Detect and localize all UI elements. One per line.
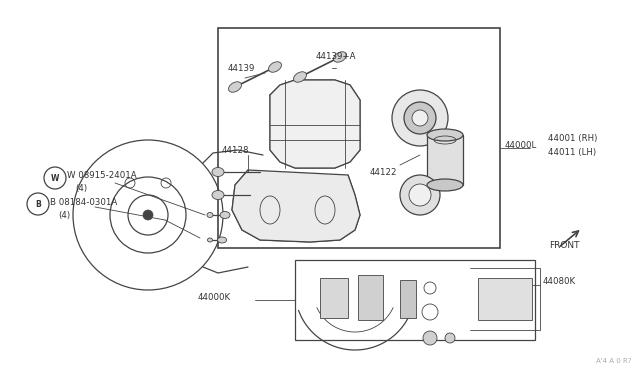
- Text: 44139: 44139: [228, 64, 255, 73]
- Ellipse shape: [220, 212, 230, 218]
- Bar: [218, 28, 500, 248]
- Bar: [400, 280, 416, 318]
- Text: 44122: 44122: [370, 167, 397, 176]
- Ellipse shape: [333, 52, 346, 62]
- Text: 44128: 44128: [222, 145, 250, 154]
- Text: 44000K: 44000K: [198, 292, 231, 301]
- Text: (4): (4): [75, 183, 87, 192]
- Text: A'4 A 0 R?: A'4 A 0 R?: [596, 358, 632, 364]
- Text: (4): (4): [58, 211, 70, 219]
- Circle shape: [404, 102, 436, 134]
- Ellipse shape: [269, 62, 282, 72]
- Text: 44000L: 44000L: [505, 141, 537, 150]
- Text: 44011 (LH): 44011 (LH): [548, 148, 596, 157]
- Circle shape: [400, 175, 440, 215]
- Circle shape: [143, 210, 153, 220]
- Circle shape: [445, 333, 455, 343]
- Text: B 08184-0301A: B 08184-0301A: [50, 198, 117, 206]
- Circle shape: [392, 90, 448, 146]
- Ellipse shape: [207, 212, 213, 218]
- Text: B: B: [35, 199, 41, 208]
- Text: 44080K: 44080K: [543, 278, 576, 286]
- Text: 44139+A: 44139+A: [316, 51, 356, 61]
- Text: W: W: [51, 173, 59, 183]
- Circle shape: [409, 184, 431, 206]
- Ellipse shape: [294, 72, 307, 82]
- Bar: [478, 278, 532, 320]
- Text: 44001 (RH): 44001 (RH): [548, 134, 597, 142]
- Bar: [427, 135, 463, 185]
- Circle shape: [423, 331, 437, 345]
- Ellipse shape: [212, 167, 224, 176]
- Ellipse shape: [212, 190, 224, 199]
- Bar: [358, 275, 383, 320]
- Text: FRONT: FRONT: [549, 241, 579, 250]
- Ellipse shape: [218, 237, 227, 243]
- Circle shape: [412, 110, 428, 126]
- Ellipse shape: [207, 238, 212, 242]
- Text: W 08915-2401A: W 08915-2401A: [67, 170, 136, 180]
- Bar: [320, 278, 348, 318]
- Polygon shape: [232, 170, 360, 242]
- Polygon shape: [270, 80, 360, 168]
- Ellipse shape: [427, 179, 463, 191]
- Ellipse shape: [228, 82, 241, 92]
- Ellipse shape: [427, 129, 463, 141]
- Bar: [295, 260, 535, 340]
